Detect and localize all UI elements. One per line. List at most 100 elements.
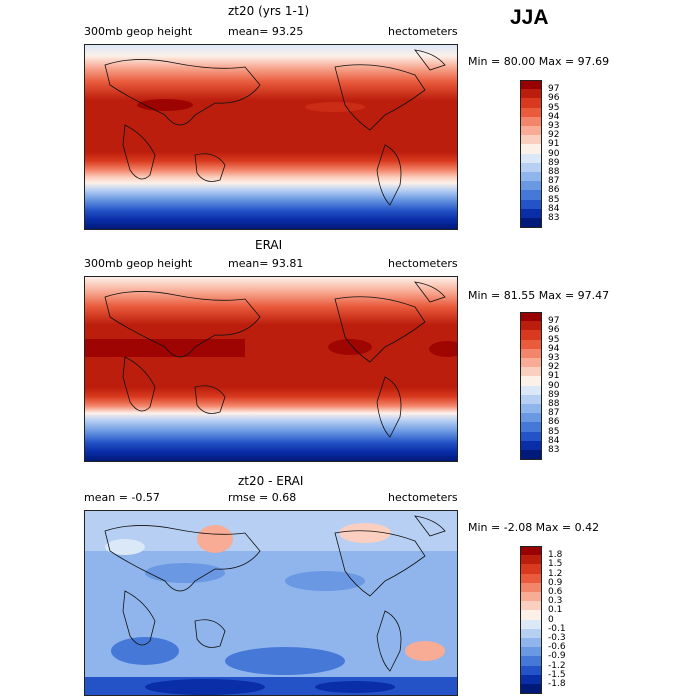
colorbar-swatch xyxy=(520,647,542,657)
colorbar-swatch xyxy=(520,422,542,433)
colorbar-swatch xyxy=(520,546,542,556)
panel3-units: hectometers xyxy=(388,491,458,504)
colorbar-swatch xyxy=(520,413,542,423)
colorbar-swatch xyxy=(520,339,542,350)
colorbar-swatch xyxy=(520,665,542,676)
colorbar-label: 89 xyxy=(548,389,560,400)
colorbar-swatch xyxy=(520,135,542,145)
colorbar-swatch xyxy=(520,450,542,460)
colorbar-label: -0.6 xyxy=(548,642,566,653)
colorbar-label: 90 xyxy=(548,148,560,159)
colorbar-swatch xyxy=(520,98,542,109)
colorbar-swatch xyxy=(520,218,542,228)
colorbar-label: 84 xyxy=(548,203,560,214)
panel3-mean: mean = -0.57 xyxy=(84,491,160,504)
colorbar-label: 0 xyxy=(548,614,554,625)
colorbar-swatch xyxy=(520,431,542,442)
colorbar-swatch xyxy=(520,385,542,396)
colorbar-swatch xyxy=(520,601,542,611)
colorbar-label: 0.1 xyxy=(548,605,563,616)
panel1-title: zt20 (yrs 1-1) xyxy=(228,4,310,18)
panel1-minmax: Min = 80.00 Max = 97.69 xyxy=(468,55,610,68)
colorbar-label: 91 xyxy=(548,371,560,382)
colorbar-label: 92 xyxy=(548,130,560,141)
colorbar-swatch xyxy=(520,199,542,210)
colorbar-label: 84 xyxy=(548,435,560,446)
colorbar-swatch xyxy=(520,656,542,667)
colorbar-swatch xyxy=(520,89,542,99)
colorbar-swatch xyxy=(520,144,542,155)
colorbar-label: 85 xyxy=(548,426,560,437)
colorbar-swatch xyxy=(520,404,542,414)
colorbar-swatch xyxy=(520,394,542,405)
colorbar-swatch xyxy=(520,153,542,164)
colorbar-swatch xyxy=(520,619,542,630)
colorbar-swatch xyxy=(520,638,542,648)
panel1-mean: mean= 93.25 xyxy=(228,25,304,38)
colorbar-label: -0.1 xyxy=(548,623,566,634)
colorbar-label: 85 xyxy=(548,194,560,205)
panel1-field-label: 300mb geop height xyxy=(84,25,193,38)
colorbar-label: 88 xyxy=(548,167,560,177)
colorbar-swatch xyxy=(520,181,542,191)
colorbar-swatch xyxy=(520,116,542,127)
colorbar-label: 92 xyxy=(548,362,560,373)
panel2-minmax: Min = 81.55 Max = 97.47 xyxy=(468,289,610,302)
colorbar-label: 89 xyxy=(548,157,560,168)
colorbar-swatch xyxy=(520,628,542,639)
colorbar-label: 83 xyxy=(548,213,560,223)
colorbar-label: 1.2 xyxy=(548,568,563,579)
colorbar-label: 0.3 xyxy=(548,596,563,607)
panel2-mean: mean= 93.81 xyxy=(228,257,304,270)
colorbar-label: 95 xyxy=(548,334,560,345)
panel2-title: ERAI xyxy=(255,238,283,252)
panel3-minmax: Min = -2.08 Max = 0.42 xyxy=(468,521,600,534)
colorbar-label: 94 xyxy=(548,111,560,122)
colorbar-swatch xyxy=(520,80,542,90)
season-label: JJA xyxy=(510,6,549,29)
colorbar-swatch xyxy=(520,358,542,368)
colorbar-label: -0.9 xyxy=(548,651,566,662)
colorbar-label: -1.2 xyxy=(548,660,566,671)
colorbar-label: 90 xyxy=(548,380,560,391)
colorbar-swatch xyxy=(520,162,542,173)
colorbar-label: 93 xyxy=(548,121,560,131)
colorbar-swatch xyxy=(520,376,542,387)
colorbar-swatch xyxy=(520,592,542,602)
colorbar-label: 87 xyxy=(548,176,560,187)
panel3-map xyxy=(84,510,458,696)
colorbar-swatch xyxy=(520,312,542,322)
colorbar-label: -1.8 xyxy=(548,679,566,689)
panel2-map xyxy=(84,276,458,462)
colorbar-swatch xyxy=(520,573,542,584)
colorbar-label: 86 xyxy=(548,417,560,428)
panel2-units: hectometers xyxy=(388,257,458,270)
panel1-map xyxy=(84,44,458,230)
colorbar-swatch xyxy=(520,321,542,331)
colorbar-swatch xyxy=(520,684,542,694)
colorbar-swatch xyxy=(520,330,542,341)
colorbar-label: 0.9 xyxy=(548,577,563,588)
colorbar-swatch xyxy=(520,367,542,377)
colorbar-label: 87 xyxy=(548,408,560,419)
colorbar-swatch xyxy=(520,172,542,182)
colorbar-label: 96 xyxy=(548,325,560,336)
colorbar-swatch xyxy=(520,564,542,575)
colorbar-swatch xyxy=(520,190,542,201)
colorbar-label: 94 xyxy=(548,343,560,354)
colorbar-label: 96 xyxy=(548,93,560,104)
colorbar-label: 88 xyxy=(548,399,560,409)
colorbar-swatch xyxy=(520,440,542,451)
colorbar-swatch xyxy=(520,610,542,621)
colorbar-label: 86 xyxy=(548,185,560,196)
colorbar-label: 0.6 xyxy=(548,587,563,597)
colorbar-label: 91 xyxy=(548,139,560,150)
colorbar-label: 97 xyxy=(548,316,560,327)
colorbar-label: 1.8 xyxy=(548,550,563,561)
colorbar-label: -0.3 xyxy=(548,633,566,643)
panel3-rmse: rmse = 0.68 xyxy=(228,491,297,504)
panel3-title: zt20 - ERAI xyxy=(238,474,304,488)
panel1-units: hectometers xyxy=(388,25,458,38)
colorbar-label: -1.5 xyxy=(548,669,566,680)
colorbar-swatch xyxy=(520,555,542,565)
